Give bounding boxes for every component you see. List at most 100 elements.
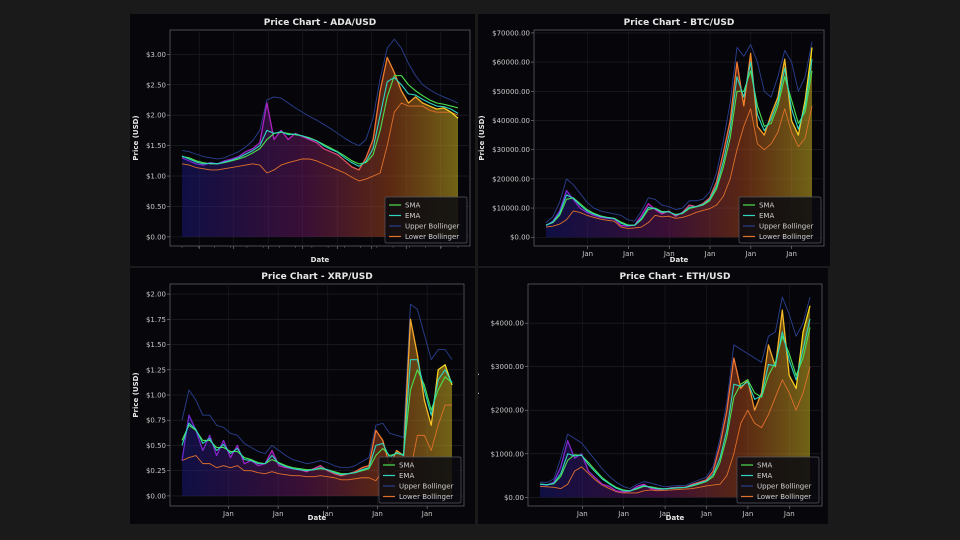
legend-label: SMA	[405, 202, 420, 210]
y-axis-label: Price (USD)	[132, 372, 140, 417]
x-axis-label: Date	[311, 256, 330, 264]
upper-bollinger-line	[539, 296, 811, 490]
y-tick-label: $30000.00	[492, 146, 530, 154]
y-tick-label: $1.25	[146, 366, 166, 374]
legend-label: SMA	[757, 462, 772, 470]
chart-panel-eth: Price Chart - ETH/USD $0.00 $1000.00 $2000.…	[478, 268, 828, 524]
y-tick-label: $70000.00	[492, 29, 530, 37]
y-tick-label: $60000.00	[492, 59, 530, 67]
legend-label: EMA	[759, 212, 774, 220]
legend-box	[384, 196, 468, 244]
ema-line	[539, 318, 811, 492]
y-axis-label: Price (USD)	[478, 372, 480, 417]
ema-line	[181, 76, 459, 167]
x-tick-label: Jan	[272, 510, 284, 518]
legend-label: Upper Bollinger	[759, 223, 814, 231]
legend-label: EMA	[757, 472, 772, 480]
chart-panel-xrp: Price Chart - XRP/USD $0.00 $0.25 $0.50 $0.7…	[130, 268, 475, 524]
y-tick-label: $2.50	[146, 81, 166, 89]
legend-label: SMA	[399, 462, 414, 470]
x-tick-label: Jan	[704, 250, 716, 258]
x-tick-label: Jan	[617, 510, 629, 518]
price-area	[540, 305, 810, 498]
x-axis-label: Date	[670, 256, 689, 264]
lower-bollinger-line	[545, 105, 813, 229]
x-tick-label: Jan	[785, 250, 797, 258]
y-tick-label: $1.75	[146, 316, 166, 324]
x-tick-label: Jan	[742, 510, 754, 518]
legend-label: Lower Bollinger	[405, 233, 459, 241]
lower-bollinger-line	[181, 102, 459, 182]
chart-panel-btc: Price Chart - BTC/USD $0.00 $10000.00 $2000…	[478, 14, 830, 266]
legend-label: Upper Bollinger	[399, 483, 454, 491]
legend-label: EMA	[405, 212, 420, 220]
price-line	[181, 56, 459, 171]
y-tick-label: $2000.00	[491, 407, 524, 415]
x-tick-label: Jan	[421, 510, 433, 518]
y-tick-label: $20000.00	[492, 175, 530, 183]
y-tick-label: $0.00	[504, 494, 524, 502]
y-tick-label: $2.00	[146, 112, 166, 120]
y-tick-label: $1.00	[146, 392, 166, 400]
x-tick-label: Jan	[663, 250, 675, 258]
x-tick-label: Jan	[744, 250, 756, 258]
upper-bollinger-line	[545, 41, 813, 223]
y-tick-label: $1.50	[146, 142, 166, 150]
legend-label: Upper Bollinger	[405, 223, 460, 231]
lower-bollinger-line	[539, 366, 811, 494]
legend-label: Lower Bollinger	[759, 233, 813, 241]
y-tick-label: $1.00	[146, 173, 166, 181]
legend-label: EMA	[399, 472, 414, 480]
y-tick-label: $0.00	[146, 492, 166, 500]
legend-label: Upper Bollinger	[757, 483, 812, 491]
y-axis-label: Price (USD)	[478, 115, 486, 160]
y-tick-label: $3.00	[146, 51, 166, 59]
x-axis-label: Date	[308, 514, 327, 522]
legend-label: Lower Bollinger	[757, 493, 811, 501]
y-tick-label: $0.75	[146, 417, 166, 425]
chart-svg-ada: Price Chart - ADA/USD $0.00 $0.50 $1.00 $1.5…	[132, 18, 471, 264]
price-area	[182, 319, 452, 496]
x-tick-label: Jan	[783, 510, 795, 518]
y-tick-label: $0.25	[146, 467, 166, 475]
chart-svg-btc: Price Chart - BTC/USD $0.00 $10000.00 $2000…	[478, 18, 825, 264]
legend-box	[378, 456, 462, 504]
x-tick-label: Jan	[222, 510, 234, 518]
upper-bollinger-line	[181, 303, 453, 469]
y-tick-label: $0.50	[146, 442, 166, 450]
y-tick-label: $3000.00	[491, 363, 524, 371]
x-tick-label: Jan	[371, 510, 383, 518]
chart-title: Price Chart - ADA/USD	[264, 18, 376, 28]
y-tick-label: $1000.00	[491, 450, 524, 458]
x-tick-label: Jan	[622, 250, 634, 258]
chart-svg-eth: Price Chart - ETH/USD $0.00 $1000.00 $2000.…	[478, 272, 823, 522]
x-axis-label: Date	[666, 514, 685, 522]
chart-title: Price Chart - XRP/USD	[261, 272, 373, 282]
upper-bollinger-line	[181, 38, 459, 160]
x-tick-label: Jan	[659, 510, 671, 518]
legend-label: Lower Bollinger	[399, 493, 453, 501]
y-tick-label: $2.00	[146, 291, 166, 299]
legend-box	[736, 456, 820, 504]
x-tick-label: Jan	[321, 510, 333, 518]
y-tick-label: $40000.00	[492, 117, 530, 125]
y-axis-label: Price (USD)	[132, 115, 140, 160]
y-tick-label: $1.50	[146, 341, 166, 349]
chart-title: Price Chart - BTC/USD	[624, 18, 735, 28]
chart-title: Price Chart - ETH/USD	[620, 272, 731, 282]
chart-svg-xrp: Price Chart - XRP/USD $0.00 $0.25 $0.50 $0.7…	[132, 272, 465, 522]
ema-line	[181, 359, 453, 476]
y-tick-label: $0.50	[146, 203, 166, 211]
y-tick-label: $4000.00	[491, 320, 524, 328]
x-tick-label: Jan	[576, 510, 588, 518]
x-tick-label: Jan	[581, 250, 593, 258]
legend-box	[738, 196, 822, 244]
ema-line	[545, 59, 813, 227]
price-area	[182, 57, 458, 237]
y-tick-label: $10000.00	[492, 205, 530, 213]
y-tick-label: $50000.00	[492, 88, 530, 96]
y-tick-label: $0.00	[510, 234, 530, 242]
chart-panel-ada: Price Chart - ADA/USD $0.00 $0.50 $1.00 $1.5…	[130, 14, 475, 266]
x-tick-label: Jan	[700, 510, 712, 518]
legend-label: SMA	[759, 202, 774, 210]
